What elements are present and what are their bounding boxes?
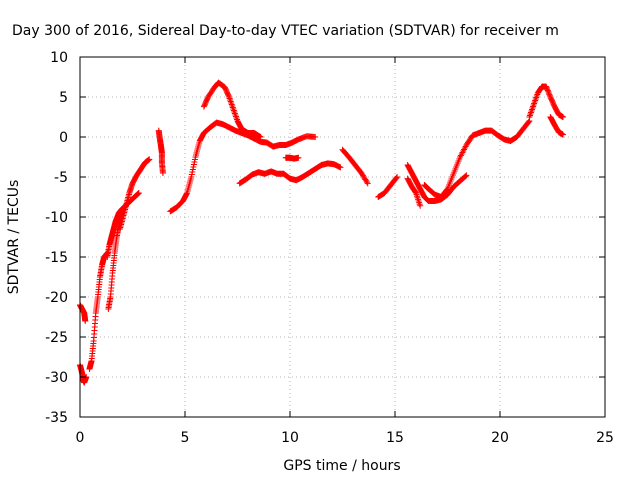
data-point: [183, 191, 190, 197]
data-point: [546, 91, 553, 98]
axis-ticks: 0 5 10 15 20 25 -35 -30 -25 -20 -15 -10 -5 0 5 10: [45, 50, 614, 446]
data-point: [135, 190, 142, 196]
data-series-segment: [236, 160, 344, 187]
y-tick-label: -15: [45, 250, 68, 266]
y-tick-label: 5: [59, 90, 68, 106]
data-series-segment: [200, 79, 264, 140]
data-series-segment: [339, 146, 371, 187]
y-tick-label: 0: [59, 130, 68, 146]
x-tick-label: 5: [181, 430, 190, 446]
y-tick-label: -10: [45, 210, 68, 226]
data-series-segment: [167, 119, 319, 215]
data-series-segment: [547, 114, 566, 138]
x-tick-label: 0: [76, 430, 85, 446]
x-axis-label: GPS time / hours: [283, 458, 400, 474]
x-tick-label: 15: [386, 430, 404, 446]
x-tick-label: 25: [596, 430, 614, 446]
y-tick-label: -30: [45, 370, 68, 386]
y-tick-label: -20: [45, 290, 68, 306]
x-tick-label: 20: [491, 430, 509, 446]
data-marks: [77, 79, 566, 386]
data-point: [560, 114, 566, 120]
data-series-segment: [404, 162, 470, 204]
data-point: [312, 134, 319, 140]
y-axis-label: SDTVAR / TECUs: [6, 180, 22, 295]
data-point: [393, 175, 400, 181]
data-point: [225, 92, 232, 99]
plot-frame: [79, 56, 606, 418]
data-point: [462, 173, 469, 180]
y-tick-label: -25: [45, 330, 68, 346]
data-point: [257, 134, 264, 140]
data-point: [417, 202, 424, 209]
data-point: [337, 164, 344, 171]
data-series-segment: [404, 175, 424, 209]
chart-title: Day 300 of 2016, Sidereal Day-to-day VTE…: [12, 23, 559, 39]
data-point: [543, 83, 550, 90]
data-point: [545, 90, 552, 97]
grid: [80, 57, 605, 417]
x-tick-label: 10: [281, 430, 299, 446]
data-point: [525, 119, 532, 125]
data-series-segment: [421, 118, 533, 200]
data-series-segment: [375, 174, 401, 200]
data-series-segment: [282, 154, 302, 162]
data-point: [463, 172, 470, 179]
y-tick-label: -35: [45, 410, 68, 426]
data-point: [82, 318, 89, 324]
data-point: [295, 154, 302, 161]
data-point: [543, 84, 550, 91]
data-point: [560, 131, 566, 138]
data-point: [544, 87, 551, 94]
data-series-segment: [116, 156, 153, 232]
y-tick-label: 10: [50, 50, 68, 66]
data-series-segment: [526, 83, 566, 120]
data-point: [544, 86, 551, 93]
data-point: [159, 170, 166, 176]
data-point: [363, 179, 370, 186]
data-point: [146, 156, 153, 163]
data-point: [545, 88, 552, 95]
data-point: [394, 174, 401, 180]
y-tick-label: -5: [54, 170, 68, 186]
data-point: [364, 180, 371, 187]
data-series-segment: [155, 127, 166, 176]
